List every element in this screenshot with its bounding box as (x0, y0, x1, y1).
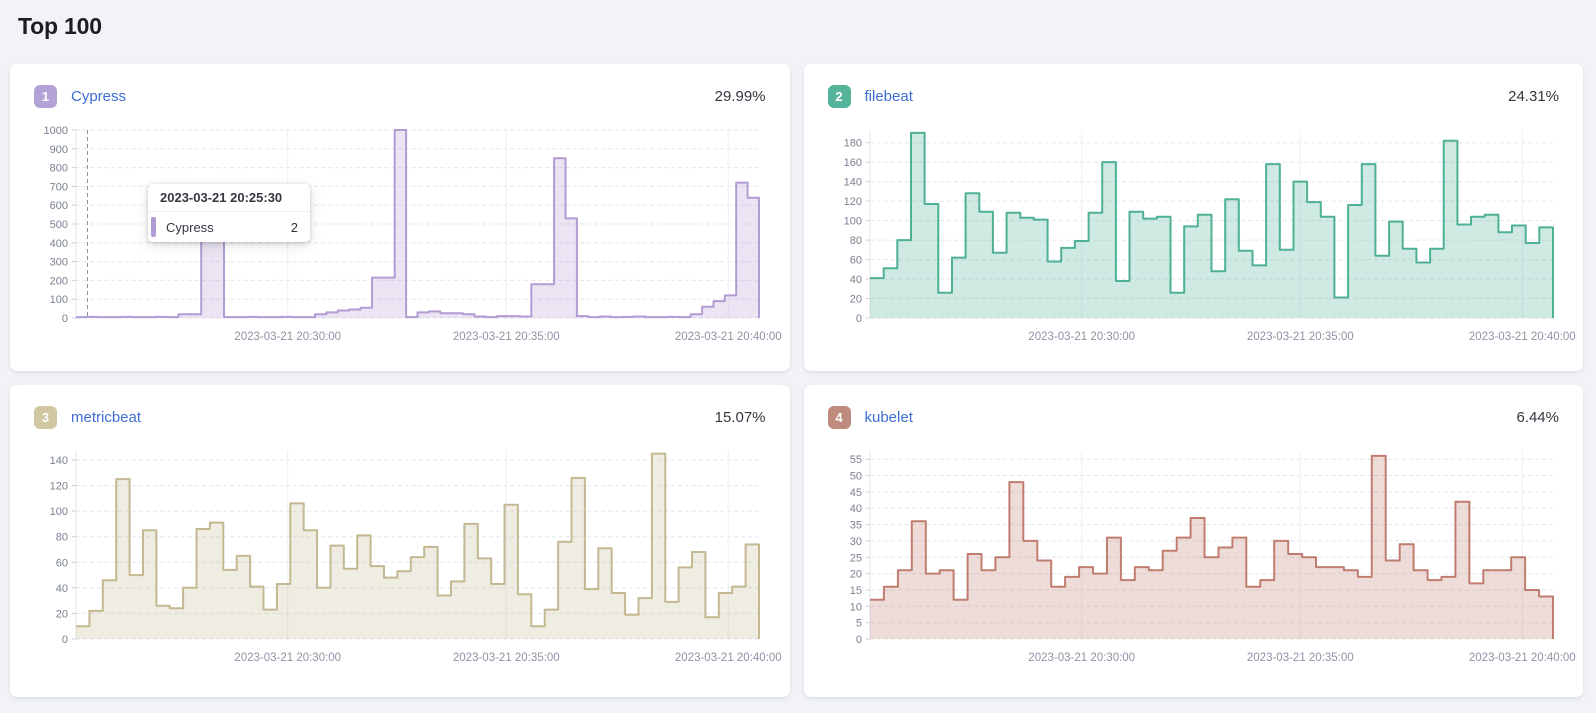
tooltip-series-value: 2 (290, 219, 298, 235)
step-area-chart: 0 20 40 60 80 100 120 140 2023-03-21 20:30:00 202… (50, 451, 782, 664)
series-link[interactable]: filebeat (864, 87, 913, 105)
svg-text:15: 15 (849, 585, 861, 597)
svg-text:180: 180 (843, 138, 861, 150)
svg-text:20: 20 (849, 569, 861, 581)
chart-panel-cypress: 1 Cypress 29.99% 0 100 200 300 400 500 600 700 8… (10, 64, 790, 371)
svg-text:2023-03-21 20:30:00: 2023-03-21 20:30:00 (1028, 652, 1135, 664)
panel-header: 4 kubelet 6.44% (827, 405, 1559, 429)
svg-text:30: 30 (849, 536, 861, 548)
percent-value: 15.07% (714, 408, 766, 426)
svg-text:60: 60 (849, 255, 861, 267)
svg-text:2023-03-21 20:35:00: 2023-03-21 20:35:00 (453, 331, 560, 343)
svg-text:120: 120 (843, 196, 861, 208)
rank-badge: 1 (34, 84, 57, 108)
percent-value: 24.31% (1508, 87, 1559, 105)
svg-text:800: 800 (50, 163, 68, 175)
svg-text:0: 0 (62, 634, 68, 646)
chart-area[interactable]: 0 5 10 15 20 25 30 35 40 45 50 55 2023-03-21 20:30:0… (828, 443, 1575, 675)
series-link[interactable]: Cypress (71, 87, 127, 105)
svg-text:80: 80 (849, 235, 861, 247)
rank-badge: 2 (827, 84, 851, 108)
svg-text:2023-03-21 20:40:00: 2023-03-21 20:40:00 (1468, 652, 1575, 664)
svg-text:2023-03-21 20:40:00: 2023-03-21 20:40:00 (675, 652, 782, 664)
svg-text:60: 60 (56, 557, 68, 569)
svg-text:600: 600 (50, 200, 68, 212)
svg-text:100: 100 (843, 216, 861, 228)
page-title: Top 100 (18, 13, 102, 39)
svg-text:140: 140 (843, 177, 861, 189)
chart-panel-filebeat: 2 filebeat 24.31% 0 20 40 60 80 100 120 140 160 1… (803, 64, 1583, 371)
svg-text:2023-03-21 20:30:00: 2023-03-21 20:30:00 (1028, 331, 1135, 343)
chart-panel-kubelet: 4 kubelet 6.44% 0 5 10 15 20 25 30 35 40 45 50 55 20… (803, 385, 1583, 697)
svg-text:10: 10 (849, 601, 861, 613)
svg-text:2023-03-21 20:30:00: 2023-03-21 20:30:00 (234, 652, 341, 664)
percent-value: 29.99% (714, 87, 766, 105)
svg-text:40: 40 (849, 274, 861, 286)
chart-tooltip: 2023-03-21 20:25:30 Cypress 2 (148, 184, 310, 242)
svg-text:100: 100 (50, 506, 68, 518)
svg-text:2023-03-21 20:40:00: 2023-03-21 20:40:00 (675, 331, 782, 343)
svg-text:2023-03-21 20:35:00: 2023-03-21 20:35:00 (1246, 652, 1353, 664)
svg-text:5: 5 (855, 618, 861, 630)
tooltip-series-name: Cypress (166, 219, 214, 235)
series-color-marker (151, 217, 156, 237)
svg-text:2023-03-21 20:40:00: 2023-03-21 20:40:00 (1468, 331, 1575, 343)
chart-panel-metricbeat: 3 metricbeat 15.07% 0 20 40 60 80 100 120 140 20… (10, 385, 790, 697)
series-link[interactable]: kubelet (864, 408, 913, 426)
chart-area[interactable]: 0 20 40 60 80 100 120 140 2023-03-21 20:30:00 202… (34, 443, 782, 675)
svg-text:50: 50 (849, 471, 861, 483)
svg-text:700: 700 (50, 181, 68, 193)
tooltip-row: Cypress 2 (148, 212, 310, 242)
svg-text:1000: 1000 (44, 125, 68, 137)
svg-text:400: 400 (50, 238, 68, 250)
svg-text:120: 120 (50, 481, 68, 493)
svg-text:2023-03-21 20:30:00: 2023-03-21 20:30:00 (234, 331, 341, 343)
dashboard-grid: 1 Cypress 29.99% 0 100 200 300 400 500 600 700 8… (10, 64, 1583, 697)
panel-header: 3 metricbeat 15.07% (34, 405, 766, 429)
svg-text:0: 0 (62, 313, 68, 325)
tooltip-timestamp: 2023-03-21 20:25:30 (148, 184, 310, 212)
svg-text:900: 900 (50, 144, 68, 156)
svg-text:35: 35 (849, 520, 861, 532)
chart-area[interactable]: 0 100 200 300 400 500 600 700 800 900 1000 2023-03-… (34, 122, 782, 354)
svg-text:55: 55 (849, 454, 861, 466)
step-area-chart: 0 5 10 15 20 25 30 35 40 45 50 55 2023-03-21 20:30:0… (849, 451, 1575, 664)
panel-header: 1 Cypress 29.99% (34, 84, 766, 108)
svg-text:0: 0 (855, 313, 861, 325)
step-area-chart: 0 20 40 60 80 100 120 140 160 180 2023-03-21 20:30… (843, 130, 1575, 343)
svg-text:45: 45 (849, 487, 861, 499)
rank-badge: 3 (34, 405, 57, 429)
series-link[interactable]: metricbeat (71, 408, 142, 426)
svg-text:500: 500 (50, 219, 68, 231)
svg-text:160: 160 (843, 157, 861, 169)
svg-text:20: 20 (56, 608, 68, 620)
svg-text:200: 200 (50, 275, 68, 287)
svg-text:0: 0 (855, 634, 861, 646)
svg-text:300: 300 (50, 257, 68, 269)
svg-text:40: 40 (849, 503, 861, 515)
svg-text:25: 25 (849, 552, 861, 564)
percent-value: 6.44% (1516, 408, 1559, 426)
svg-text:140: 140 (50, 455, 68, 467)
svg-text:80: 80 (56, 532, 68, 544)
panel-header: 2 filebeat 24.31% (827, 84, 1559, 108)
step-area-chart: 0 100 200 300 400 500 600 700 800 900 1000 2023-03-… (44, 125, 782, 343)
svg-text:100: 100 (50, 294, 68, 306)
rank-badge: 4 (827, 405, 851, 429)
svg-text:2023-03-21 20:35:00: 2023-03-21 20:35:00 (453, 652, 560, 664)
svg-text:2023-03-21 20:35:00: 2023-03-21 20:35:00 (1246, 331, 1353, 343)
chart-area[interactable]: 0 20 40 60 80 100 120 140 160 180 2023-03-21 20:30… (828, 122, 1575, 354)
svg-text:40: 40 (56, 583, 68, 595)
svg-text:20: 20 (849, 294, 861, 306)
